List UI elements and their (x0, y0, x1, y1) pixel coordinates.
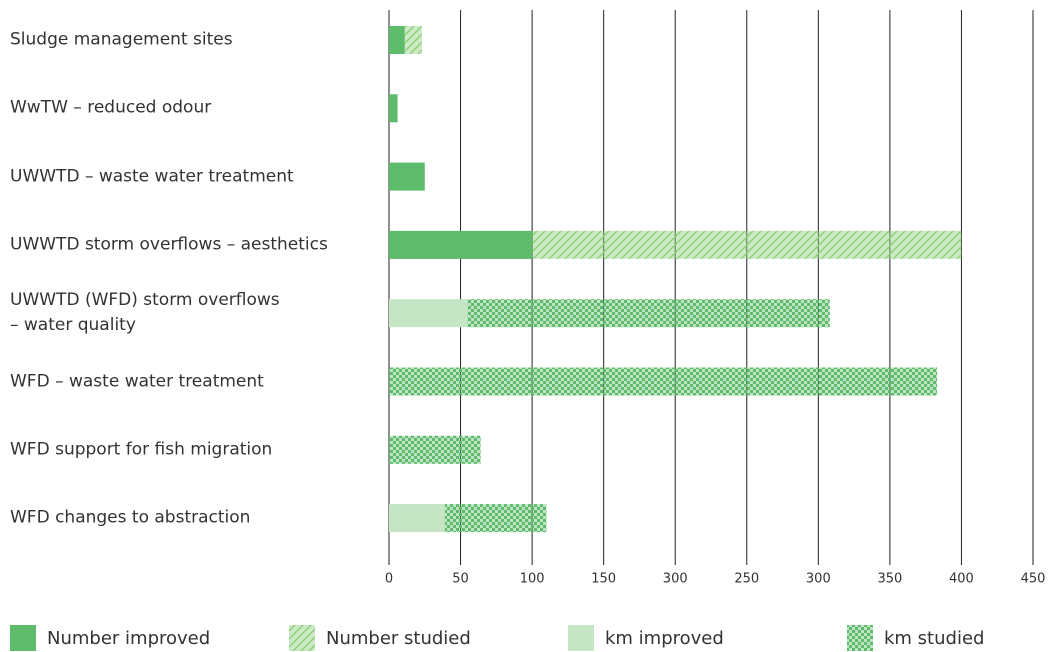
bar-segment (389, 162, 425, 191)
x-tick-label: 300 (663, 572, 688, 587)
x-tick-label: 250 (734, 572, 759, 587)
x-tick-label: 350 (877, 572, 902, 587)
category-label: UWWTD storm overflows – aesthetics (10, 234, 328, 255)
x-tick-label: 100 (520, 572, 545, 587)
bar-segment (389, 435, 481, 464)
category-label: UWWTD (WFD) storm overflows – water qual… (10, 290, 280, 336)
bar-segment (467, 299, 830, 328)
legend-label: Number improved (47, 628, 210, 649)
x-tick-label: 150 (591, 572, 616, 587)
legend-label: km improved (605, 628, 724, 649)
legend-swatch (568, 625, 594, 651)
legend-label: km studied (884, 628, 984, 649)
bar-segment (389, 26, 405, 54)
x-tick-label: 300 (806, 572, 831, 587)
legend-swatch (289, 625, 315, 651)
bar-segment (389, 94, 398, 123)
category-label: WwTW – reduced odour (10, 97, 212, 118)
legend-swatch (847, 625, 873, 651)
bar-segment (444, 504, 547, 533)
x-tick-label: 400 (949, 572, 974, 587)
category-label: WFD support for fish migration (10, 439, 273, 460)
category-label: WFD changes to abstraction (10, 507, 251, 528)
bar-segment (389, 367, 938, 396)
category-label: WFD – waste water treatment (10, 371, 264, 391)
legend-swatch (10, 625, 36, 651)
x-tick-label: 50 (452, 572, 469, 587)
bar-segment (389, 230, 533, 259)
x-tick-label: 0 (385, 572, 393, 587)
category-label: UWWTD – waste water treatment (10, 166, 294, 187)
bar-segment (389, 504, 445, 533)
x-tick-label: 450 (1021, 572, 1046, 587)
bar-segment (532, 230, 962, 259)
bar-segment (404, 26, 422, 54)
bar-segment (389, 299, 468, 328)
legend-label: Number studied (326, 628, 471, 649)
category-label: Sludge management sites (10, 29, 233, 50)
